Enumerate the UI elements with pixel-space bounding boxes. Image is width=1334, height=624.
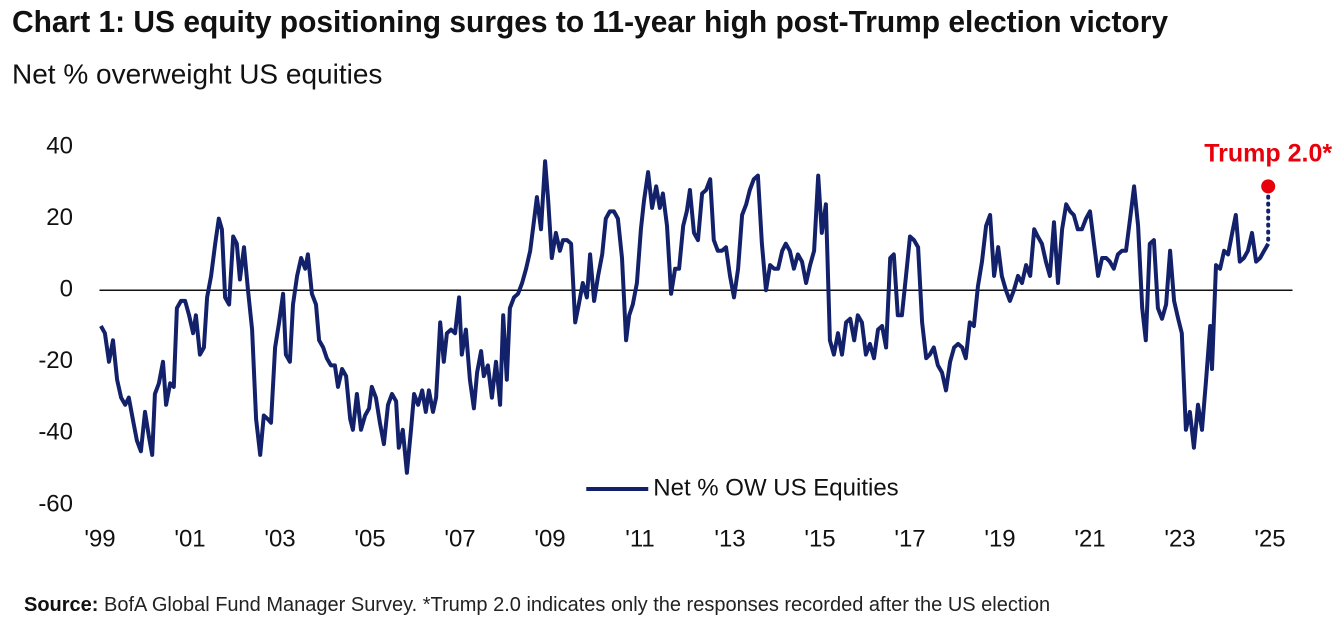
source-note: Source: BofA Global Fund Manager Survey.…	[24, 594, 1050, 616]
y-tick-label: 40	[46, 132, 73, 159]
chart-title: Chart 1: US equity positioning surges to…	[12, 4, 1169, 39]
y-tick-label: -20	[38, 347, 73, 374]
x-tick-label: '21	[1074, 525, 1105, 552]
legend-label: Net % OW US Equities	[653, 474, 898, 501]
data-line	[99, 159, 1270, 475]
x-tick-label: '03	[264, 525, 295, 552]
x-tick-label: '17	[894, 525, 925, 552]
x-tick-label: '07	[444, 525, 475, 552]
x-tick-label: '01	[174, 525, 205, 552]
x-tick-label: '09	[534, 525, 565, 552]
x-tick-label: '23	[1164, 525, 1195, 552]
source-label: Source:	[24, 594, 98, 616]
y-tick-label: -40	[38, 419, 73, 446]
x-tick-label: '19	[984, 525, 1015, 552]
x-tick-label: '15	[804, 525, 835, 552]
x-tick-label: '05	[354, 525, 385, 552]
y-tick-label: -60	[38, 490, 73, 517]
chart-subtitle: Net % overweight US equities	[12, 58, 382, 89]
x-tick-label: '11	[625, 525, 655, 552]
x-tick-label: '25	[1254, 525, 1285, 552]
annotation-point	[1261, 179, 1276, 194]
y-tick-label: 20	[46, 204, 73, 231]
source-text: BofA Global Fund Manager Survey. *Trump …	[104, 594, 1050, 616]
y-tick-label: 0	[60, 276, 73, 303]
x-tick-label: '13	[714, 525, 745, 552]
x-tick-label: '99	[84, 525, 115, 552]
annotation-label: Trump 2.0*	[1204, 140, 1332, 168]
